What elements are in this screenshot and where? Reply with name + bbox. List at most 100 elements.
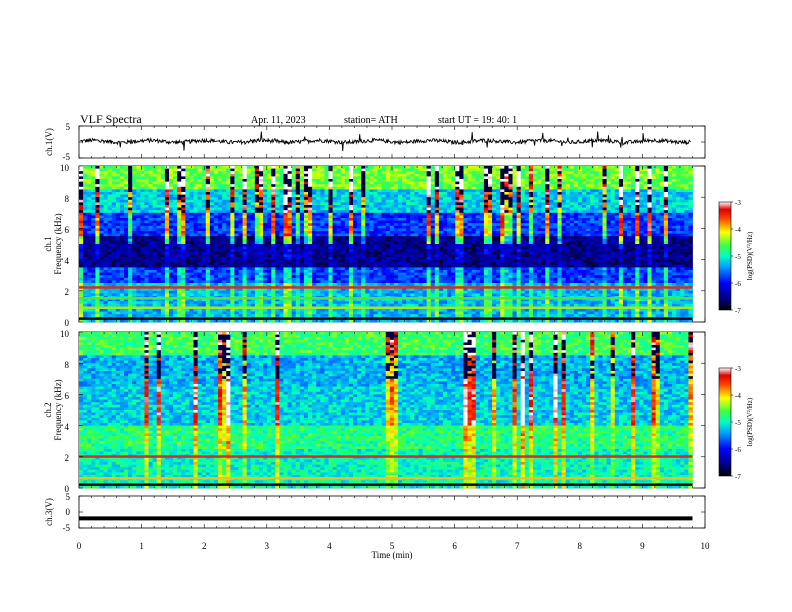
spectrogram-cell bbox=[414, 173, 419, 177]
spectrogram-cell bbox=[95, 192, 100, 195]
spectrogram-cell bbox=[348, 231, 354, 234]
spectrogram-cell bbox=[107, 238, 113, 242]
spectrogram-cell bbox=[418, 238, 423, 242]
spectrogram-cell bbox=[373, 233, 378, 237]
spectrogram-cell bbox=[471, 233, 477, 237]
spectrogram-cell bbox=[659, 199, 665, 203]
spectrogram-cell bbox=[549, 218, 554, 221]
spectrogram-cell bbox=[402, 186, 407, 190]
spectrogram-cell bbox=[622, 184, 628, 188]
spectrogram-cell bbox=[422, 207, 428, 211]
spectrogram-cell bbox=[185, 220, 190, 224]
spectrogram-cell bbox=[463, 176, 468, 180]
spectrogram-cell bbox=[561, 212, 567, 216]
spectrogram-cell bbox=[516, 181, 522, 185]
spectrogram-cell bbox=[598, 207, 603, 211]
spectrogram-cell bbox=[500, 246, 505, 250]
spectrogram-cell bbox=[283, 212, 288, 216]
spectrogram-cell bbox=[545, 179, 550, 182]
spectrogram-cell bbox=[389, 228, 395, 232]
spectrogram-cell bbox=[676, 176, 681, 180]
spectrogram-cell bbox=[622, 228, 628, 232]
spectrogram-cell bbox=[438, 176, 444, 180]
spectrogram-cell bbox=[328, 197, 333, 201]
spectrogram-cell bbox=[647, 184, 652, 188]
spectrogram-cell bbox=[672, 244, 677, 247]
spectrogram-cell bbox=[328, 244, 333, 247]
spectrogram-cell bbox=[226, 184, 231, 188]
spectrogram-cell bbox=[676, 241, 681, 245]
spectrogram-cell bbox=[177, 181, 182, 185]
spectrogram-cell bbox=[573, 236, 579, 240]
spectrogram-cell bbox=[561, 168, 567, 172]
spectrogram-cell bbox=[258, 238, 264, 242]
spectrogram-cell bbox=[132, 166, 137, 169]
spectrogram-cell bbox=[496, 228, 501, 232]
spectrogram-cell bbox=[209, 181, 215, 185]
spectrogram-cell bbox=[316, 207, 321, 211]
spectrogram-cell bbox=[590, 228, 595, 232]
spectrogram-cell bbox=[528, 212, 534, 216]
spectrogram-cell bbox=[353, 207, 358, 211]
spectrogram-cell bbox=[410, 236, 415, 240]
spectrogram-cell bbox=[688, 212, 693, 216]
spectrogram-cell bbox=[414, 244, 419, 247]
spectrogram-cell bbox=[83, 228, 88, 232]
spectrogram-cell bbox=[353, 236, 358, 240]
spectrogram-cell bbox=[467, 244, 473, 247]
spectrogram-cell bbox=[87, 171, 92, 175]
spectrogram-cell bbox=[532, 212, 538, 216]
spectrogram-cell bbox=[197, 173, 203, 177]
spectrogram-cell bbox=[487, 236, 493, 240]
spectrogram-cell bbox=[516, 236, 522, 240]
spectrogram-cell bbox=[299, 176, 305, 180]
spectrogram-cell bbox=[524, 220, 530, 224]
spectrogram-cell bbox=[447, 228, 452, 232]
spectrogram-cell bbox=[369, 166, 374, 169]
spectrogram-cell bbox=[177, 184, 182, 188]
spectrogram-cell bbox=[500, 197, 505, 201]
spectrogram-cell bbox=[635, 186, 640, 190]
spectrogram-cell bbox=[177, 192, 182, 195]
spectrogram-cell bbox=[680, 171, 685, 175]
spectrogram-cell bbox=[181, 176, 186, 180]
spectrogram-cell bbox=[631, 202, 636, 206]
spectrogram-cell bbox=[258, 197, 264, 201]
spectrogram-cell bbox=[132, 218, 137, 221]
spectrogram-cell bbox=[123, 194, 129, 198]
spectrogram-cell bbox=[528, 171, 534, 175]
spectrogram-cell bbox=[557, 168, 562, 172]
spectrogram-cell bbox=[541, 210, 546, 214]
spectrogram-cell bbox=[406, 228, 411, 232]
spectrogram-cell bbox=[128, 233, 133, 237]
spectrogram-cell bbox=[647, 186, 652, 190]
spectrogram-cell bbox=[463, 166, 468, 169]
spectrogram-cell bbox=[479, 212, 485, 216]
spectrogram-cell bbox=[365, 244, 370, 247]
spectrogram-cell bbox=[377, 166, 383, 169]
spectrogram-cell bbox=[197, 241, 203, 245]
spectrogram-cell bbox=[177, 231, 182, 234]
spectrogram-cell bbox=[381, 181, 387, 185]
spectrogram-cell bbox=[377, 184, 383, 188]
spectrogram-cell bbox=[483, 186, 489, 190]
spectrogram-cell bbox=[512, 225, 518, 229]
spectrogram-cell bbox=[152, 181, 158, 185]
spectrogram-cell bbox=[373, 168, 378, 172]
spectrogram-cell bbox=[680, 212, 685, 216]
spectrogram-cell bbox=[226, 215, 231, 219]
spectrogram-cell bbox=[132, 210, 137, 214]
spectrogram-cell bbox=[541, 199, 546, 203]
spectrogram-cell bbox=[234, 215, 239, 219]
spectrogram-cell bbox=[152, 223, 158, 227]
spectrogram-cell bbox=[577, 186, 583, 190]
spectrogram-cell bbox=[103, 171, 109, 175]
spectrogram-cell bbox=[242, 241, 248, 245]
spectrogram-cell bbox=[688, 218, 693, 221]
spectrogram-cell bbox=[177, 210, 182, 214]
spectrogram-cell bbox=[201, 218, 207, 221]
spectrogram-cell bbox=[410, 199, 415, 203]
spectrogram-cell bbox=[385, 197, 391, 201]
spectrogram-cell bbox=[115, 207, 121, 211]
spectrogram-cell bbox=[557, 202, 562, 206]
